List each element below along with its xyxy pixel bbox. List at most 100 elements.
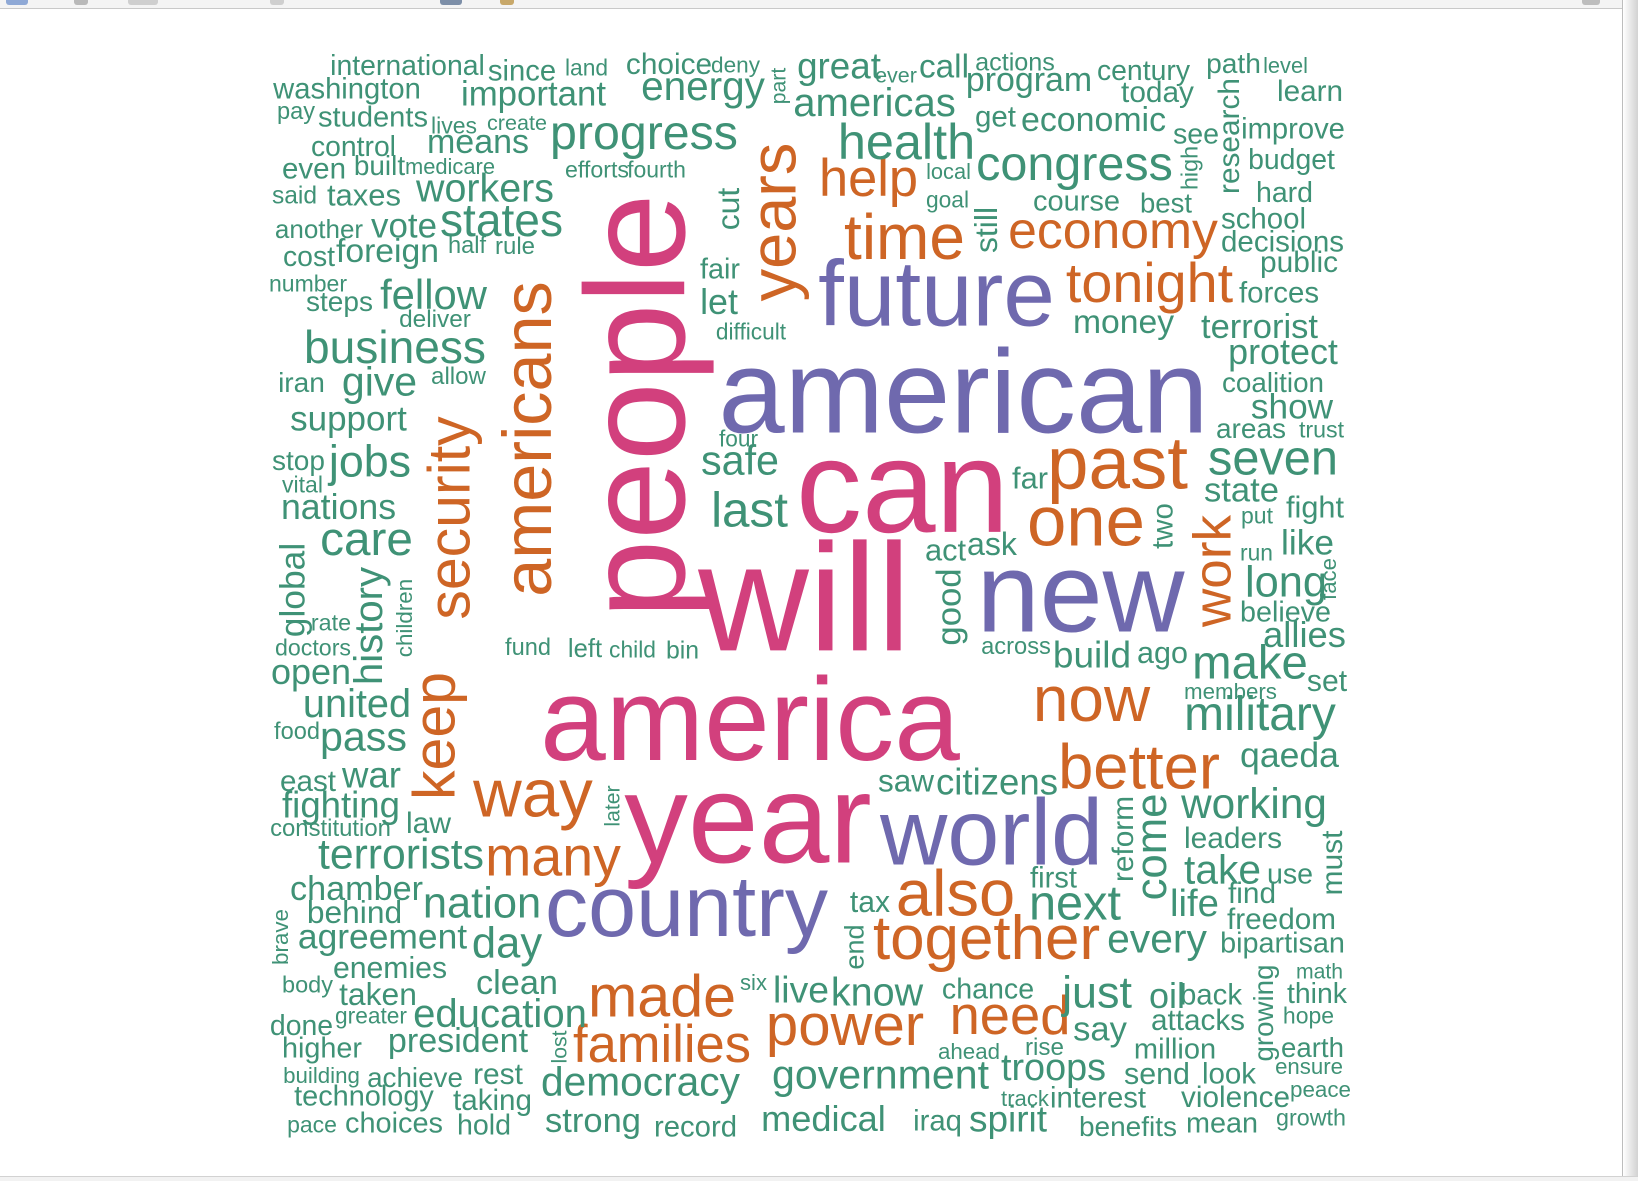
- word-last: last: [711, 482, 788, 538]
- word-can: can: [795, 412, 1010, 561]
- word-citizens: citizens: [936, 761, 1058, 803]
- toolbar-icon[interactable]: [270, 0, 284, 5]
- word-country: country: [545, 858, 828, 955]
- word-great: great: [797, 45, 881, 87]
- word-world: world: [880, 779, 1103, 884]
- word-progress: progress: [550, 105, 738, 160]
- word-violence: violence: [1181, 1081, 1290, 1115]
- word-bipartisan: bipartisan: [1220, 927, 1345, 960]
- word-safe: safe: [700, 437, 780, 484]
- word-left: left: [567, 634, 603, 663]
- word-number: number: [269, 270, 347, 296]
- word-years: years: [736, 142, 810, 302]
- word-deliver: deliver: [399, 305, 471, 333]
- word-choices: choices: [345, 1107, 443, 1140]
- word-forces: forces: [1238, 275, 1320, 309]
- word-terrorist: terrorist: [1201, 307, 1318, 346]
- word-still: still: [967, 206, 1004, 253]
- word-better: better: [1058, 731, 1220, 802]
- toolbar-icon[interactable]: [6, 0, 28, 5]
- word-school: school: [1221, 201, 1306, 235]
- word-lives: lives: [430, 112, 478, 139]
- word-taken: taken: [339, 975, 417, 1012]
- word-america: america: [540, 654, 960, 786]
- word-vote: vote: [371, 206, 437, 246]
- word-use: use: [1266, 858, 1314, 891]
- word-believe: believe: [1240, 596, 1331, 629]
- word-protect: protect: [1228, 332, 1338, 373]
- word-people: people: [557, 193, 716, 619]
- word-greater: greater: [335, 1002, 407, 1029]
- word-congress: congress: [976, 136, 1173, 191]
- word-spirit: spirit: [968, 1098, 1048, 1140]
- word-war: war: [342, 754, 401, 796]
- word-ago: ago: [1137, 635, 1188, 670]
- word-states: states: [440, 193, 563, 246]
- word-actions: actions: [975, 48, 1055, 77]
- word-doctors: doctors: [274, 634, 352, 661]
- word-east: east: [280, 765, 336, 799]
- word-rate: rate: [310, 608, 352, 635]
- word-oil: oil: [1148, 974, 1186, 1016]
- word-two: two: [1145, 503, 1179, 549]
- word-every: every: [1107, 915, 1207, 962]
- word-ahead: ahead: [937, 1038, 1001, 1064]
- word-long: long: [1244, 558, 1328, 607]
- word-path: path: [1206, 46, 1261, 79]
- word-americas: americas: [793, 80, 956, 125]
- word-high: high: [1176, 145, 1203, 191]
- word-come: come: [1127, 793, 1177, 900]
- word-trust: trust: [1298, 416, 1345, 443]
- word-said: said: [271, 182, 318, 210]
- toolbar-icon[interactable]: [74, 0, 88, 5]
- word-record: record: [653, 1110, 738, 1144]
- word-clean: clean: [476, 963, 558, 1002]
- word-vital: vital: [282, 471, 323, 497]
- word-growing: growing: [1247, 964, 1279, 1061]
- word-say: say: [1073, 1010, 1127, 1049]
- word-another: another: [274, 214, 364, 244]
- word-difficult: difficult: [715, 318, 787, 345]
- word-ensure: ensure: [1275, 1053, 1343, 1079]
- word-fight: fight: [1285, 489, 1345, 525]
- word-benefits: benefits: [1078, 1110, 1178, 1142]
- word-mean: mean: [1185, 1107, 1259, 1140]
- word-support: support: [290, 399, 407, 438]
- word-interest: interest: [1049, 1080, 1147, 1114]
- word-brave: brave: [267, 908, 293, 966]
- word-nations: nations: [280, 486, 397, 527]
- word-medicare: medicare: [404, 154, 496, 180]
- word-food: food: [274, 718, 320, 745]
- word-also: also: [895, 856, 1016, 929]
- word-send: send: [1124, 1056, 1190, 1091]
- toolbar-icon[interactable]: [128, 0, 158, 5]
- word-taxes: taxes: [326, 177, 402, 212]
- word-power: power: [765, 992, 925, 1058]
- word-medical: medical: [761, 1097, 886, 1139]
- toolbar-icon[interactable]: [500, 0, 514, 5]
- word-attacks: attacks: [1150, 1003, 1246, 1037]
- word-ask: ask: [967, 525, 1017, 562]
- word-members: members: [1184, 678, 1277, 704]
- window-bottom-edge: [0, 1176, 1638, 1181]
- word-washington: washington: [273, 72, 421, 105]
- word-ever: ever: [875, 63, 917, 88]
- word-working: working: [1181, 779, 1327, 827]
- word-health: health: [837, 112, 976, 170]
- word-like: like: [1281, 522, 1334, 562]
- word-agreement: agreement: [297, 916, 468, 957]
- word-know: know: [830, 969, 924, 1014]
- word-child: child: [609, 636, 656, 663]
- word-life: life: [1170, 881, 1219, 925]
- word-run: run: [1240, 539, 1273, 566]
- word-fighting: fighting: [282, 784, 400, 826]
- word-many: many: [485, 825, 621, 888]
- word-terrorists: terrorists: [317, 830, 485, 879]
- toolbar-icon[interactable]: [440, 0, 462, 5]
- word-troops: troops: [1000, 1047, 1107, 1090]
- word-economic: economic: [1020, 101, 1167, 140]
- toolbar-icon[interactable]: [1582, 0, 1600, 5]
- word-set: set: [1306, 664, 1348, 698]
- word-improve: improve: [1241, 113, 1345, 146]
